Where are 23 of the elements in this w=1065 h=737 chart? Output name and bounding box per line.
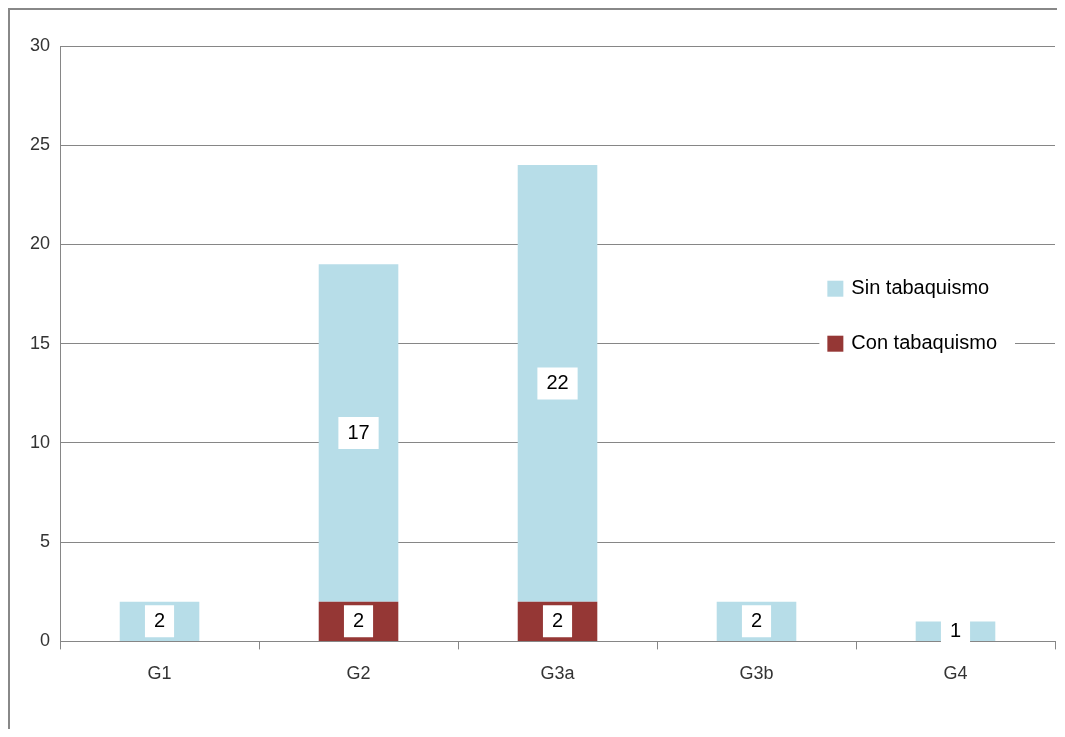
- data-label: 1: [949, 618, 962, 641]
- data-label: 22: [546, 370, 569, 393]
- data-label: 17: [347, 420, 370, 443]
- bar: [517, 165, 598, 602]
- data-label: 2: [750, 608, 763, 631]
- x-tick-label: G3b: [739, 663, 774, 684]
- y-tick-label: 15: [29, 332, 51, 353]
- data-label: 2: [153, 608, 166, 631]
- data-label: 2: [352, 608, 365, 631]
- legend-label: Sin tabaquismo: [851, 276, 990, 299]
- x-tick-label: G1: [147, 663, 172, 684]
- y-tick-label: 5: [40, 531, 51, 552]
- x-tick-label: G3a: [540, 663, 576, 684]
- data-label: 2: [551, 608, 564, 631]
- y-tick-label: 20: [29, 233, 51, 254]
- legend-label: Con tabaquismo: [851, 331, 998, 354]
- x-tick-label: G2: [346, 663, 371, 684]
- bar: [318, 264, 399, 602]
- y-tick-label: 10: [29, 431, 51, 452]
- y-tick-label: 0: [40, 630, 51, 651]
- x-tick-label: G4: [943, 663, 968, 684]
- y-tick-label: 25: [29, 134, 51, 155]
- y-tick-label: 30: [29, 34, 51, 55]
